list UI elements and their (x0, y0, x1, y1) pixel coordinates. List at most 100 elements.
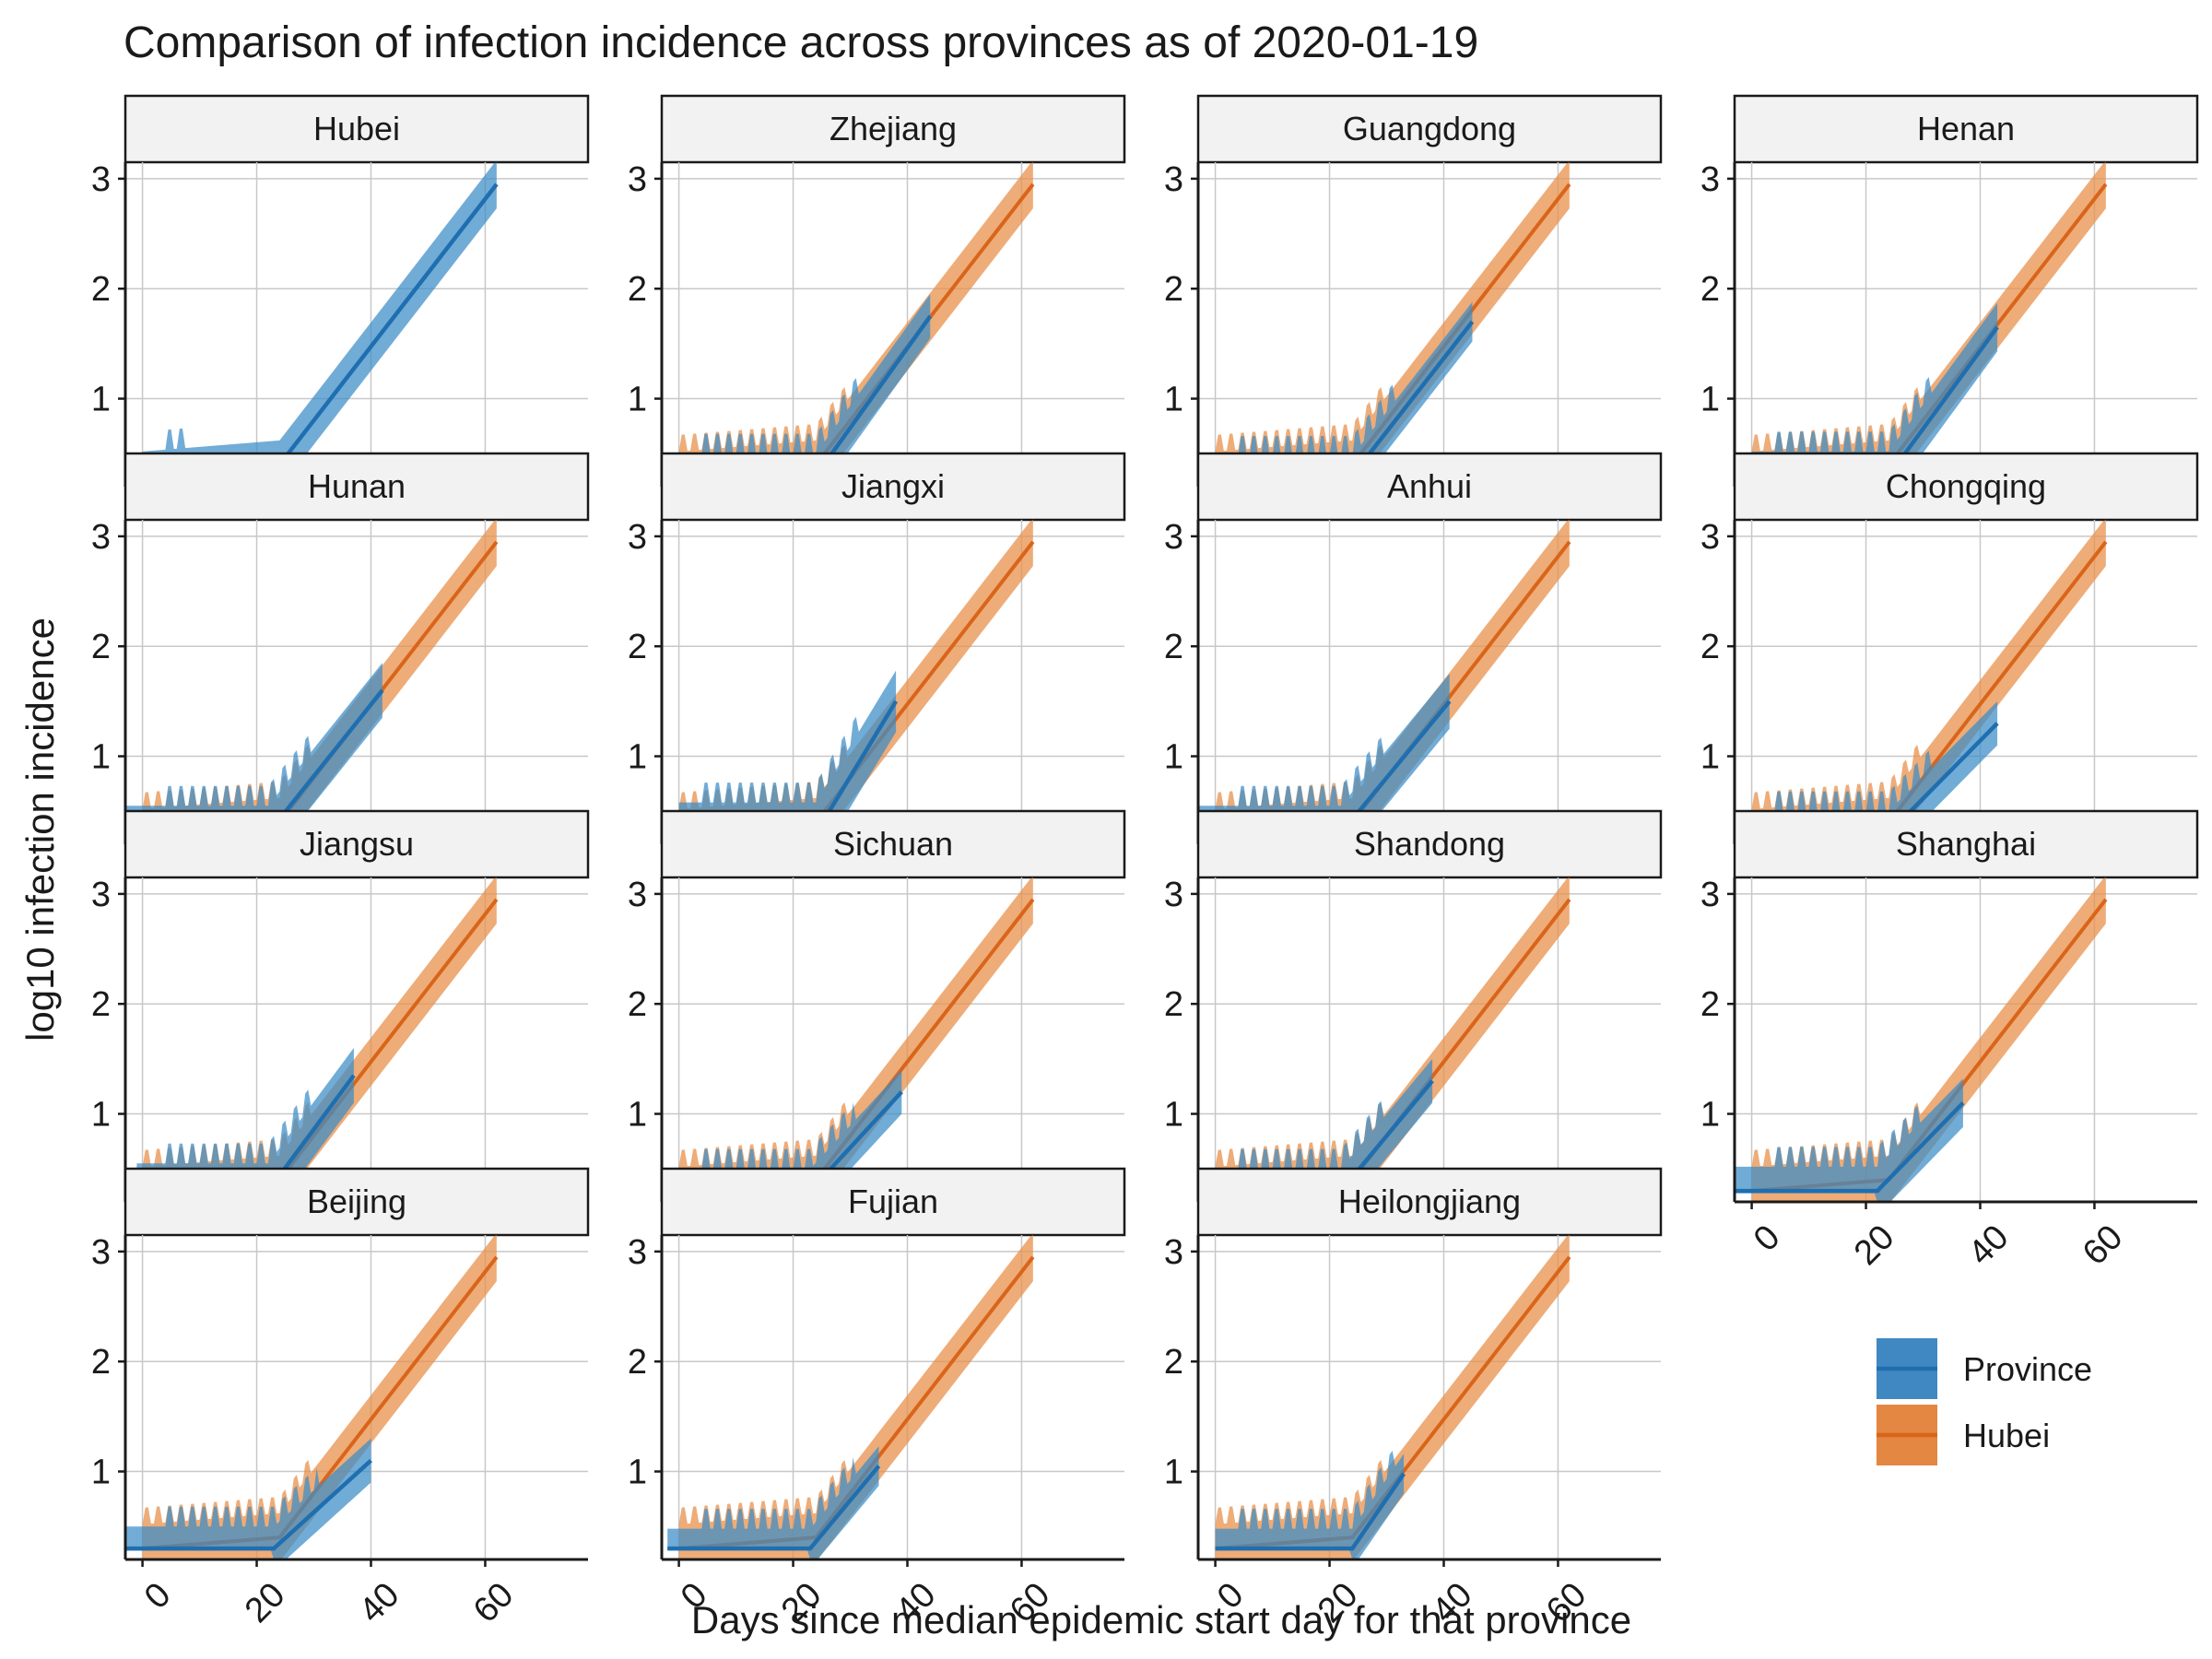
y-tick-label: 2 (91, 270, 111, 309)
province-band (678, 670, 897, 844)
province-band (1198, 1058, 1433, 1202)
facet-strip (124, 452, 590, 522)
y-tick-label: 1 (628, 381, 647, 419)
y-tick-label: 3 (1700, 876, 1720, 914)
province-band (678, 294, 931, 487)
facet-strip (660, 452, 1126, 522)
facet-strip (124, 809, 590, 879)
province-band (125, 663, 382, 844)
x-tick-label: 20 (238, 1575, 293, 1630)
facet-strip-label: Zhejiang (830, 110, 957, 147)
y-tick-label: 3 (91, 160, 111, 199)
y-tick-label: 1 (91, 1096, 111, 1135)
facet-strip (1733, 94, 2199, 164)
facet-strip-label: Shandong (1354, 825, 1505, 863)
y-tick-label: 3 (91, 1233, 111, 1272)
y-tick-label: 2 (628, 985, 647, 1024)
facet-strip (1733, 452, 2199, 522)
facet-strip-label: Chongqing (1886, 467, 2046, 505)
y-tick-label: 2 (1164, 270, 1183, 309)
y-tick-label: 2 (1164, 985, 1183, 1024)
facet-strip-label: Shanghai (1896, 825, 2036, 863)
y-axis-title: log10 infection incidence (18, 618, 62, 1041)
y-tick-label: 1 (91, 738, 111, 777)
hubei-band (142, 877, 497, 1202)
facet-strip-label: Guangdong (1343, 110, 1516, 147)
facet-guangdong: Guangdong 1 2 3 (1164, 94, 1663, 487)
x-tick-label: 0 (1747, 1218, 1788, 1259)
x-tick-label: 20 (1847, 1218, 1902, 1273)
province-band (136, 1047, 354, 1202)
x-tick-label: 40 (352, 1575, 407, 1630)
y-tick-label: 1 (1164, 381, 1183, 419)
hubei-band (1215, 877, 1570, 1202)
facet-strip (1196, 1167, 1663, 1237)
province-band (142, 162, 497, 487)
facet-hubei: Hubei 1 2 3 (91, 94, 590, 487)
y-tick-label: 3 (1164, 876, 1183, 914)
y-tick-label: 3 (1164, 518, 1183, 557)
facet-strip-label: Jiangxi (841, 467, 945, 505)
x-tick-label: 0 (137, 1575, 179, 1617)
facet-anhui: Anhui 1 2 3 (1164, 452, 1663, 844)
y-tick-label: 2 (628, 270, 647, 309)
y-tick-label: 1 (1700, 381, 1720, 419)
legend: Province Hubei (1877, 1338, 2092, 1465)
x-axis-title: Days since median epidemic start day for… (691, 1598, 1631, 1641)
facet-strip-label: Fujian (848, 1182, 938, 1220)
y-tick-label: 2 (1700, 628, 1720, 666)
y-tick-label: 1 (628, 1453, 647, 1492)
province-band (125, 1438, 371, 1559)
facet-strip (124, 1167, 590, 1237)
legend-label-province: Province (1963, 1350, 2092, 1388)
facet-strip-label: Jiangsu (300, 825, 414, 863)
province-line (1215, 1472, 1406, 1551)
y-tick-label: 2 (628, 1343, 647, 1382)
province-line (125, 1458, 373, 1551)
facet-chongqing: Chongqing 1 2 3 (1700, 452, 2199, 844)
y-tick-label: 2 (1700, 985, 1720, 1024)
y-tick-label: 1 (1700, 738, 1720, 777)
province-band (1215, 1451, 1405, 1559)
province-band (1751, 700, 1998, 844)
y-tick-label: 2 (91, 985, 111, 1024)
y-tick-label: 1 (1164, 1453, 1183, 1492)
facet-henan: Henan 1 2 3 (1700, 94, 2199, 487)
facet-strip-label: Henan (1917, 110, 2015, 147)
facet-zhejiang: Zhejiang 1 2 3 (628, 94, 1126, 487)
facet-strip (660, 94, 1126, 164)
y-tick-label: 2 (1164, 1343, 1183, 1382)
facet-sichuan: Sichuan 1 2 3 (628, 809, 1126, 1202)
x-tick-label: 60 (466, 1575, 522, 1630)
x-tick-label: 60 (2076, 1218, 2131, 1273)
facet-jiangsu: Jiangsu 1 2 3 (91, 809, 590, 1202)
facet-strip (1196, 452, 1663, 522)
y-tick-label: 1 (91, 1453, 111, 1492)
y-tick-label: 1 (91, 381, 111, 419)
y-tick-label: 3 (628, 160, 647, 199)
facet-strip (1196, 809, 1663, 879)
facet-strip-label: Heilongjiang (1338, 1182, 1521, 1220)
facet-strip-label: Sichuan (833, 825, 953, 863)
y-tick-label: 1 (628, 738, 647, 777)
facet-hunan: Hunan 1 2 3 (91, 452, 590, 844)
facet-strip-label: Hubei (313, 110, 400, 147)
chart-title: Comparison of infection incidence across… (124, 18, 1478, 67)
facet-strip (1196, 94, 1663, 164)
y-tick-label: 1 (1164, 1096, 1183, 1135)
y-tick-label: 2 (628, 628, 647, 666)
facet-strip-label: Anhui (1387, 467, 1472, 505)
province-line (667, 1465, 881, 1551)
province-band (1198, 674, 1450, 844)
y-tick-label: 3 (1700, 518, 1720, 557)
province-band (1751, 302, 1998, 487)
facet-strip (660, 809, 1126, 879)
y-tick-label: 2 (91, 1343, 111, 1382)
facet-strip-label: Beijing (307, 1182, 406, 1220)
y-tick-label: 3 (91, 876, 111, 914)
facet-beijing: Beijing 1 2 3 0 20 40 60 (91, 1167, 590, 1630)
y-tick-label: 3 (1164, 160, 1183, 199)
